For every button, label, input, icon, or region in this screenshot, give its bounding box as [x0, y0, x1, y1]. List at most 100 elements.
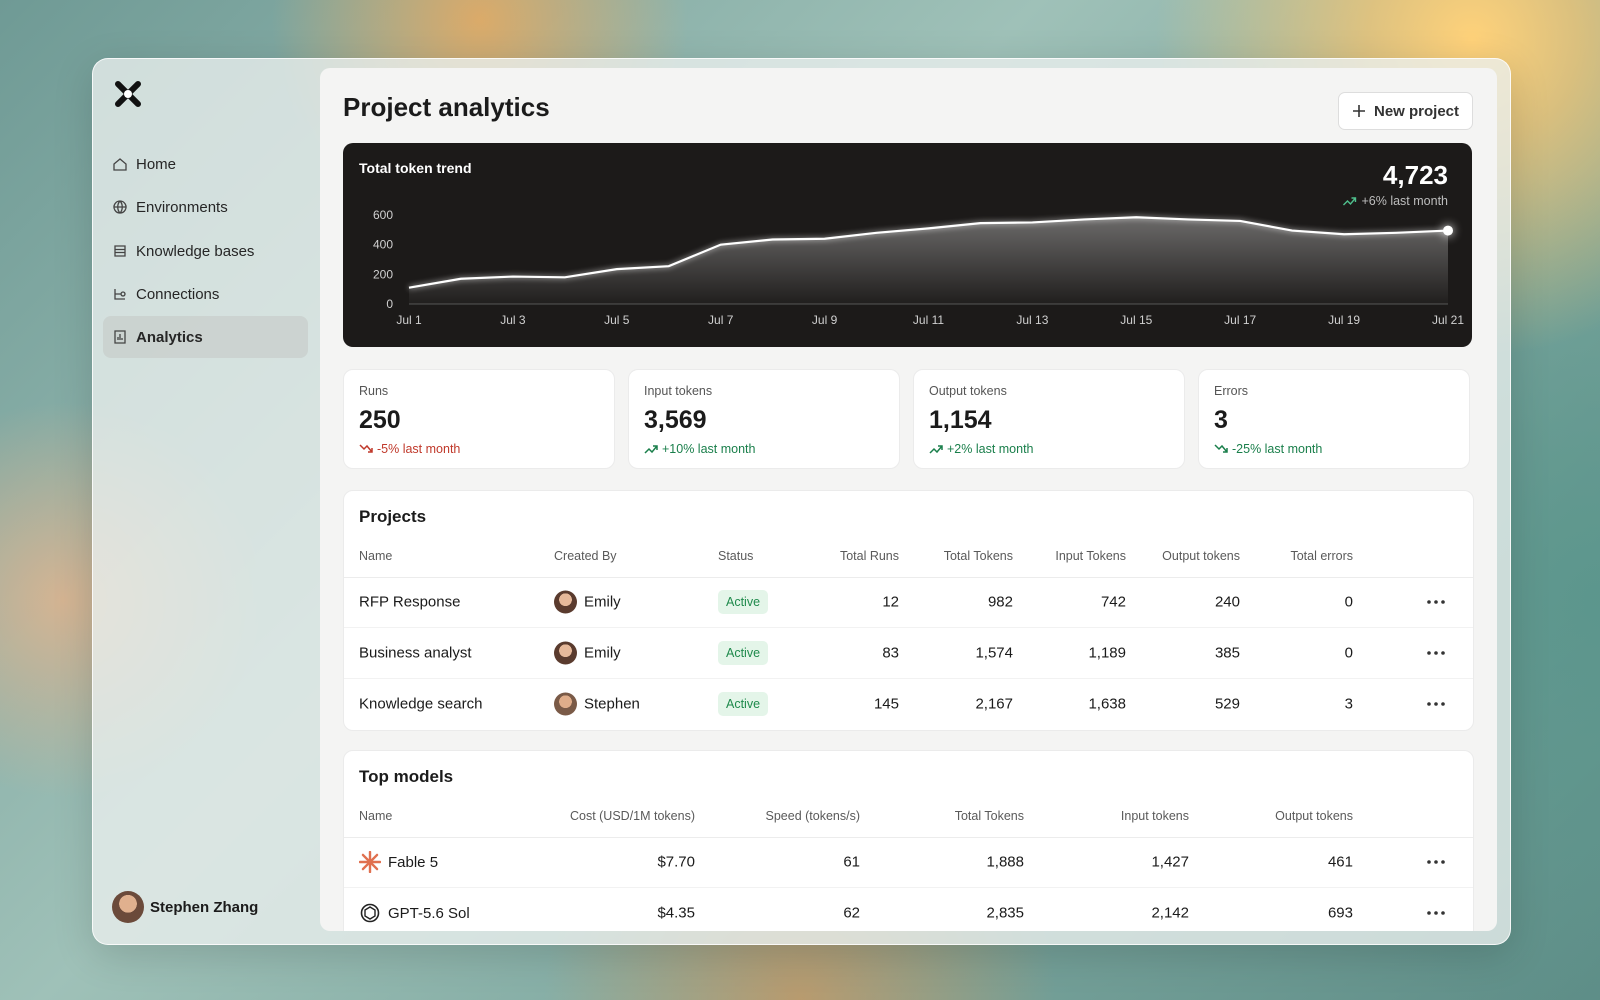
table-cell: 1,189 — [1088, 645, 1126, 662]
row-menu[interactable] — [1426, 910, 1446, 916]
y-tick-label: 400 — [373, 238, 393, 252]
cell-text: Knowledge search — [359, 695, 483, 713]
cell-text: 12 — [882, 593, 899, 611]
x-tick-label: Jul 17 — [1224, 313, 1256, 327]
row-menu[interactable] — [1426, 599, 1446, 605]
cell-text: GPT-5.6 Sol — [388, 904, 470, 922]
stat-card: Errors 3 -25% last month — [1198, 369, 1470, 469]
stat-change: +2% last month — [929, 442, 1034, 456]
column-header: Name — [359, 809, 393, 823]
cell-text: 2,167 — [975, 695, 1013, 713]
cell-text: 145 — [873, 695, 899, 713]
table-cell: 2,142 — [1151, 905, 1189, 922]
cell-text: 0 — [1344, 644, 1353, 662]
stat-value: 3 — [1214, 406, 1228, 434]
dot — [1441, 860, 1445, 864]
table-cell: Active — [718, 692, 769, 716]
dot — [1441, 651, 1445, 655]
nav-label: Connections — [136, 285, 220, 303]
column-header: Status — [718, 549, 754, 563]
table-cell: RFP Response — [359, 594, 460, 611]
nav-icon — [113, 200, 127, 214]
cell-text: 461 — [1327, 853, 1353, 871]
table-cell: 0 — [1345, 645, 1353, 662]
column-header: Input Tokens — [1055, 549, 1126, 563]
nav-icon — [114, 330, 126, 344]
row-menu[interactable] — [1426, 650, 1446, 656]
nav-label: Home — [136, 155, 177, 173]
trend-shape — [644, 445, 658, 454]
cell-text: Active — [726, 595, 761, 609]
cell-text: 83 — [882, 644, 899, 662]
dot — [1434, 860, 1438, 864]
table-cell: 3 — [1345, 696, 1353, 713]
avatar — [554, 692, 577, 716]
table-title: Projects — [359, 507, 427, 526]
cell-text: Business analyst — [359, 644, 472, 662]
stat-label: Errors — [1214, 384, 1249, 398]
model-icon — [360, 903, 380, 923]
nav-item[interactable]: Environments — [103, 186, 308, 228]
table-cell: 2,835 — [986, 905, 1024, 922]
avatar — [112, 891, 144, 923]
table-cell: 461 — [1328, 854, 1353, 871]
chart-card: Total token trend 4,723 +6% last month 0 200… — [343, 143, 1472, 347]
user[interactable]: Stephen Zhang — [112, 891, 258, 923]
stat-change: -25% last month — [1214, 442, 1322, 456]
icon-shape — [113, 200, 127, 214]
dot — [1441, 911, 1445, 915]
area — [409, 217, 1448, 304]
chart-headline-change: +6% last month — [1361, 194, 1448, 208]
cell-text: 1,638 — [1088, 695, 1126, 713]
x-tick-label: Jul 21 — [1432, 313, 1464, 327]
table-cell: 1,427 — [1151, 854, 1189, 871]
stat-card: Input tokens 3,569 +10% last month — [628, 369, 900, 469]
column-header: Speed (tokens/s) — [765, 809, 861, 823]
main-content: Project analytics New project Total token … — [320, 68, 1497, 931]
y-tick-label: 200 — [373, 267, 393, 281]
table-cell: 2,167 — [975, 696, 1013, 713]
new-project-button[interactable]: New project — [1338, 92, 1473, 130]
row-menu[interactable] — [1426, 859, 1446, 865]
stat-label: Runs — [359, 384, 389, 398]
cell-text: 1,427 — [1151, 853, 1189, 871]
dot — [1427, 702, 1431, 706]
nav-item[interactable]: Connections — [103, 273, 308, 315]
cell-text: Stephen — [584, 695, 640, 713]
plus-shape — [1352, 105, 1365, 117]
icon-shape — [114, 245, 126, 257]
table-cell: 62 — [843, 905, 860, 922]
nav-item[interactable]: Home — [103, 143, 308, 185]
user-name: Stephen Zhang — [150, 898, 259, 916]
x-tick-label: Jul 3 — [500, 313, 526, 327]
button-label: New project — [1373, 102, 1460, 120]
cell-text: 0 — [1344, 593, 1353, 611]
table-cell: $7.70 — [657, 854, 695, 871]
cell-text: Emily — [584, 593, 621, 611]
cell-text: RFP Response — [359, 593, 461, 611]
models-card: Top models Name Cost (USD/1M tokens) Speed … — [343, 750, 1474, 931]
cell-text: Active — [726, 646, 761, 660]
table-cell: Business analyst — [359, 645, 472, 662]
trend-icon — [359, 444, 373, 453]
row-divider — [344, 627, 1473, 628]
table-title: Top models — [359, 767, 454, 786]
nav-item[interactable]: Analytics — [103, 316, 308, 358]
table-cell: Emily — [554, 590, 621, 614]
nav-item[interactable]: Knowledge bases — [103, 230, 308, 272]
dot — [1441, 600, 1445, 604]
row-menu[interactable] — [1426, 701, 1446, 707]
cell-text: Emily — [584, 644, 621, 662]
table-cell: 693 — [1328, 905, 1353, 922]
dot — [1427, 860, 1431, 864]
stat-card: Output tokens 1,154 +2% last month — [913, 369, 1185, 469]
column-header: Cost (USD/1M tokens) — [569, 809, 695, 823]
dot — [1434, 600, 1438, 604]
knot — [364, 906, 376, 920]
cell-text: 1,189 — [1088, 644, 1126, 662]
dot — [1427, 651, 1431, 655]
projects-card: Projects Name Created By Status Total Runs To… — [343, 490, 1474, 731]
table-cell: 61 — [843, 854, 860, 871]
column-header: Output tokens — [1275, 809, 1353, 823]
table-cell: $4.35 — [657, 905, 695, 922]
